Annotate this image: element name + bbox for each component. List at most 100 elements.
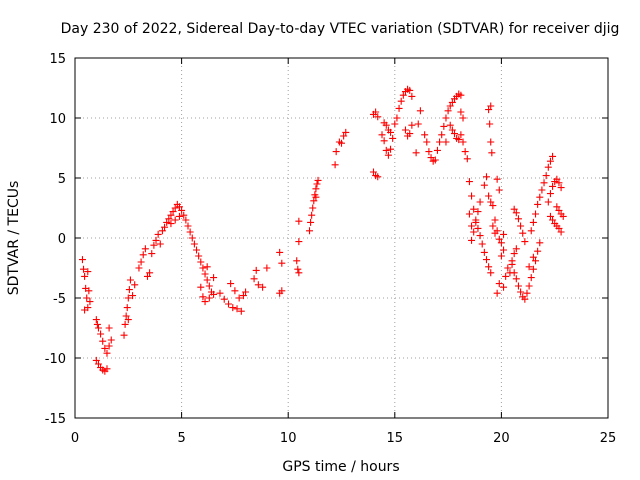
data-point	[457, 91, 465, 99]
data-point	[487, 269, 495, 277]
data-point	[529, 265, 537, 273]
data-point	[171, 216, 179, 224]
data-point	[180, 211, 188, 219]
data-point	[193, 246, 201, 254]
data-point	[495, 280, 503, 288]
data-point	[510, 205, 518, 213]
data-point	[184, 222, 192, 230]
data-point	[482, 173, 490, 181]
data-point	[529, 253, 537, 261]
data-point	[139, 251, 147, 259]
data-point	[122, 312, 130, 320]
data-point	[335, 138, 343, 146]
data-point	[395, 104, 403, 112]
data-point	[313, 180, 321, 188]
data-point	[529, 218, 537, 226]
data-point	[504, 264, 512, 272]
data-point	[146, 269, 154, 277]
data-point	[399, 91, 407, 99]
data-point	[81, 306, 89, 314]
data-point	[197, 283, 205, 291]
data-point	[538, 186, 546, 194]
data-point	[468, 222, 476, 230]
data-point	[186, 228, 194, 236]
data-point	[442, 114, 450, 122]
data-point	[557, 184, 565, 192]
data-point	[148, 250, 156, 258]
data-point	[103, 349, 111, 357]
data-point	[487, 198, 495, 206]
x-tick-label: 0	[71, 431, 79, 446]
data-point	[555, 224, 563, 232]
data-point	[278, 259, 286, 267]
data-point	[549, 216, 557, 224]
data-point	[210, 274, 218, 282]
data-point	[135, 264, 143, 272]
data-point	[546, 212, 554, 220]
data-point	[425, 148, 433, 156]
data-point	[553, 203, 561, 211]
data-point	[203, 263, 211, 271]
data-point	[84, 268, 92, 276]
data-point	[295, 269, 303, 277]
plot-frame	[74, 57, 609, 419]
data-point	[199, 264, 207, 272]
data-point	[101, 344, 109, 352]
data-point	[216, 289, 224, 297]
data-point	[141, 245, 149, 253]
data-point	[487, 102, 495, 110]
data-point	[463, 155, 471, 163]
data-point	[310, 197, 318, 205]
data-point	[150, 241, 158, 249]
data-point	[500, 246, 508, 254]
y-axis-label: SDTVAR / TECUs	[6, 181, 22, 296]
data-point	[235, 294, 243, 302]
data-point	[444, 107, 452, 115]
data-point	[154, 230, 162, 238]
data-point	[438, 131, 446, 139]
data-point	[93, 320, 101, 328]
data-point	[508, 260, 516, 268]
data-point	[474, 208, 482, 216]
data-point	[94, 360, 102, 368]
data-point	[497, 252, 505, 260]
data-point	[465, 210, 473, 218]
data-point	[81, 272, 89, 280]
grid-lines	[75, 58, 608, 418]
data-point	[525, 282, 533, 290]
data-point	[242, 288, 250, 296]
data-point	[527, 227, 535, 235]
data-point	[199, 293, 207, 301]
x-tick-label: 10	[280, 431, 297, 446]
data-point	[205, 294, 213, 302]
data-point	[512, 209, 520, 217]
data-point	[517, 222, 525, 230]
data-point	[486, 120, 494, 128]
x-axis-label: GPS time / hours	[282, 459, 399, 475]
data-point	[175, 203, 183, 211]
data-point	[480, 248, 488, 256]
data-point	[446, 121, 454, 129]
data-point	[544, 163, 552, 171]
x-tick-label: 5	[177, 431, 185, 446]
data-point	[237, 307, 245, 315]
y-tick-label: 5	[58, 172, 66, 187]
data-point	[455, 136, 463, 144]
data-point	[521, 238, 529, 246]
y-tick-label: -10	[45, 352, 66, 367]
data-point	[491, 216, 499, 224]
data-point	[126, 276, 134, 284]
axis-ticks: 0 5 10 15 20 25 -15 -10 -5 0 5 10 15	[45, 52, 617, 446]
y-tick-label: 15	[49, 52, 66, 67]
data-point	[521, 295, 529, 303]
data-point	[553, 175, 561, 183]
x-tick-label: 15	[387, 431, 404, 446]
data-point	[314, 176, 322, 184]
data-point	[92, 356, 100, 364]
data-point	[158, 227, 166, 235]
data-point	[416, 107, 424, 115]
data-point	[201, 298, 209, 306]
data-point	[491, 229, 499, 237]
data-point	[485, 263, 493, 271]
